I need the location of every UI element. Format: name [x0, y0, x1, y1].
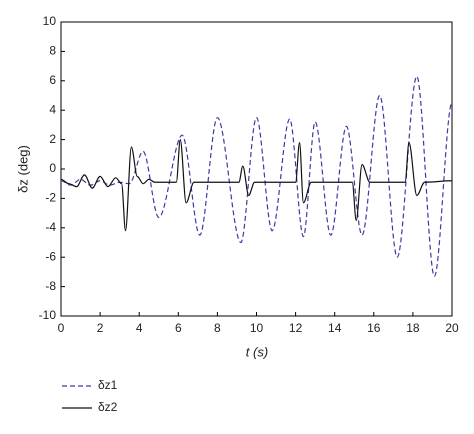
y-tick-label: -2 [45, 191, 56, 205]
y-tick-label: -10 [39, 308, 57, 322]
y-tick-label: 0 [49, 161, 56, 175]
x-tick-label: 0 [58, 321, 65, 335]
y-tick-label: 6 [49, 73, 56, 87]
legend-label: δz1 [98, 378, 118, 392]
legend-label: δz2 [98, 400, 118, 414]
x-tick-label: 14 [328, 321, 342, 335]
x-axis-label: t (s) [246, 344, 268, 359]
x-tick-label: 10 [250, 321, 264, 335]
plot-frame [60, 21, 453, 317]
y-tick-label: 8 [49, 44, 56, 58]
y-tick-label: 4 [49, 102, 56, 116]
series-line [60, 75, 453, 277]
x-tick-label: 16 [367, 321, 381, 335]
y-tick-label: 10 [43, 14, 57, 28]
x-tick-label: 12 [289, 321, 303, 335]
y-tick-label: -4 [45, 220, 56, 234]
x-tick-label: 8 [214, 321, 221, 335]
series-line [60, 138, 453, 232]
x-tick-label: 18 [406, 321, 420, 335]
y-axis-label: δz (deg) [15, 145, 30, 193]
x-tick-label: 4 [136, 321, 143, 335]
y-tick-label: -8 [45, 279, 56, 293]
x-tick-label: 20 [445, 321, 459, 335]
y-tick-label: 2 [49, 132, 56, 146]
x-tick-label: 6 [175, 321, 182, 335]
x-tick-label: 2 [97, 321, 104, 335]
y-tick-label: -6 [45, 249, 56, 263]
